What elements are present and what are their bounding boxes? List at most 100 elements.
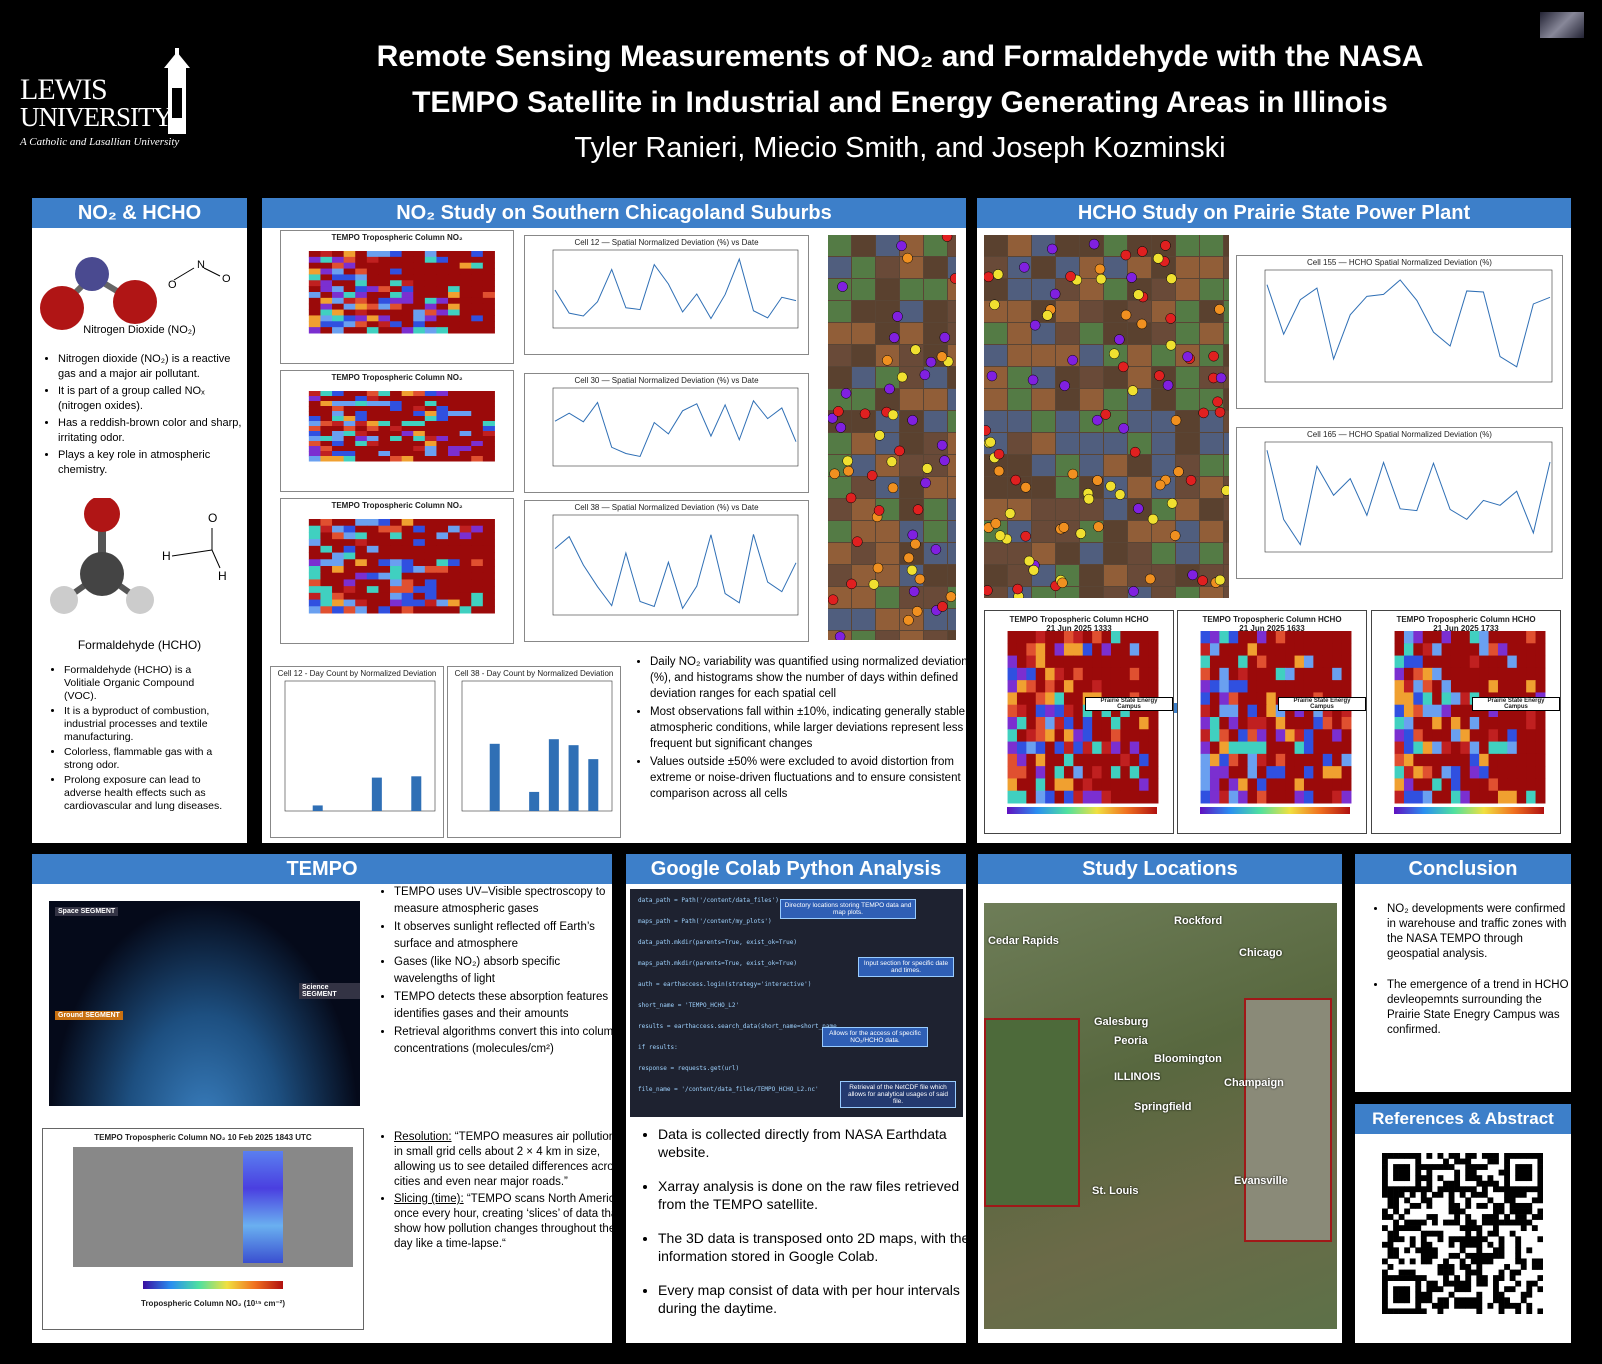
qr-module xyxy=(1415,1202,1422,1209)
heat-cell xyxy=(1469,790,1480,804)
heat-cell xyxy=(1129,753,1140,767)
qr-module xyxy=(1515,1219,1522,1226)
heat-cell xyxy=(366,451,379,457)
heat-cell xyxy=(1200,766,1211,779)
heat-cell xyxy=(1266,692,1277,706)
map-cell xyxy=(924,301,947,322)
heat-cell xyxy=(1101,667,1112,681)
note-label: Resolution: xyxy=(394,1131,452,1143)
map-pin xyxy=(1067,468,1079,480)
heat-cell xyxy=(1045,655,1056,669)
qr-module xyxy=(1520,1264,1527,1270)
heat-cell xyxy=(436,586,449,594)
qr-module xyxy=(1476,1308,1483,1314)
map-pin xyxy=(1137,246,1148,257)
heat-cell xyxy=(424,566,437,574)
map-pin xyxy=(846,578,857,590)
heat-cell xyxy=(320,451,333,457)
heat-cell xyxy=(448,262,461,270)
qr-module xyxy=(1409,1153,1416,1159)
heat-cell xyxy=(459,286,472,293)
heat-cell xyxy=(1488,655,1499,669)
map-pin xyxy=(1108,348,1120,359)
heat-cell xyxy=(1285,766,1296,779)
map-cell xyxy=(1176,543,1199,564)
heat-cell xyxy=(1285,680,1296,693)
qr-module xyxy=(1431,1191,1438,1198)
heat-cell xyxy=(436,315,449,322)
heat-cell xyxy=(332,401,345,407)
map-cell xyxy=(948,433,956,454)
note-text: “TEMPO scans North America once every ho… xyxy=(394,1193,621,1250)
qr-module xyxy=(1443,1180,1449,1187)
heat-cell xyxy=(1007,631,1018,644)
heat-cell xyxy=(1488,717,1499,730)
plot-line xyxy=(1266,450,1551,546)
heat-cell xyxy=(308,599,321,607)
heat-cell xyxy=(1313,631,1324,644)
heat-cell xyxy=(1450,717,1461,730)
heat-cell xyxy=(448,572,461,580)
panel: Google Colab Python Analysis data_path =… xyxy=(626,854,969,1343)
figure-title: TEMPO Tropospheric Column HCHO xyxy=(1202,615,1342,624)
map-cell xyxy=(948,323,956,344)
heat-cell xyxy=(413,396,426,402)
heat-cell xyxy=(343,552,356,560)
heat-cell xyxy=(1016,680,1027,693)
qr-module xyxy=(1404,1169,1411,1176)
map-cell xyxy=(984,235,1007,256)
qr-module xyxy=(1487,1252,1494,1259)
heat-cell xyxy=(471,327,484,334)
heat-cell xyxy=(390,426,403,432)
heat-cell xyxy=(482,274,495,281)
heat-cell xyxy=(1441,766,1452,779)
line-figure: Cell 155 — HCHO Spatial Normalized Devia… xyxy=(1236,255,1563,409)
qr-module xyxy=(1398,1186,1405,1193)
map-pin xyxy=(843,465,854,477)
map-cells xyxy=(984,235,1229,598)
heat-cell xyxy=(1092,680,1103,693)
map-cell xyxy=(1200,499,1223,520)
map-cell xyxy=(1032,455,1055,476)
qr-module xyxy=(1420,1275,1427,1281)
qr-module xyxy=(1476,1297,1483,1304)
heat-cell xyxy=(1054,753,1065,767)
heat-cell xyxy=(1497,741,1508,755)
qr-module xyxy=(1404,1275,1411,1281)
heat-cell xyxy=(1045,667,1056,681)
heat-cell xyxy=(471,456,484,462)
map-cell xyxy=(948,411,956,432)
heat-cell xyxy=(1341,667,1352,681)
heat-cell xyxy=(482,579,495,587)
qr-module xyxy=(1393,1153,1399,1159)
map-cell xyxy=(1056,587,1079,598)
map-cell xyxy=(1224,367,1229,388)
heat-cell xyxy=(320,586,333,594)
heat-cell xyxy=(459,519,472,527)
heat-cell xyxy=(308,545,321,554)
heat-cell xyxy=(1148,778,1159,792)
panel-heading: References & Abstract xyxy=(1355,1104,1571,1134)
heat-cell xyxy=(424,262,437,270)
qr-module xyxy=(1476,1180,1483,1187)
figure-title: TEMPO Tropospheric Column NO₂ xyxy=(331,233,463,242)
plot-bar xyxy=(588,759,599,811)
heat-cell xyxy=(1045,741,1056,755)
qr-module xyxy=(1504,1180,1510,1187)
map-pin xyxy=(1083,493,1095,505)
qr-module xyxy=(1387,1202,1394,1209)
heat-cell xyxy=(401,532,414,540)
heat-cell xyxy=(332,426,345,432)
heat-cell xyxy=(471,426,484,432)
colorbar xyxy=(1394,807,1544,814)
qr-module xyxy=(1448,1291,1455,1298)
map-pin xyxy=(1049,288,1061,300)
heat-cell xyxy=(1247,766,1258,779)
heat-cell xyxy=(1479,704,1490,718)
heat-cell xyxy=(343,416,356,422)
logo-name: LEWIS xyxy=(20,73,108,106)
heat-cell xyxy=(390,315,403,322)
qr-module xyxy=(1426,1297,1433,1304)
heat-cell xyxy=(1497,643,1508,657)
bullet: Colorless, flammable gas with a strong o… xyxy=(64,746,224,772)
